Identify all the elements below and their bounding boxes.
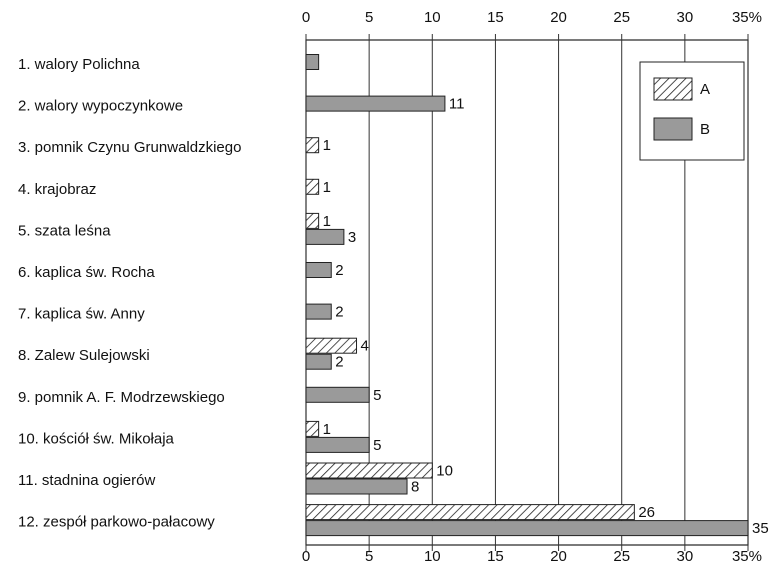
bar [305, 303, 332, 320]
category-label: 1. walory Polichna [18, 56, 140, 73]
category-label: 8. Zalew Sulejowski [18, 347, 150, 364]
x-tick-label: 10 [424, 548, 441, 565]
data-label: 5 [373, 437, 381, 454]
x-tick-label: 5 [365, 9, 373, 26]
x-tick-label: 10 [424, 9, 441, 26]
data-label: 5 [373, 387, 381, 404]
data-label: 3 [348, 229, 356, 246]
data-label: 1 [323, 137, 331, 154]
bar [305, 504, 635, 521]
category-label: 3. pomnik Czynu Grunwaldzkiego [18, 139, 241, 156]
bar [305, 520, 749, 537]
bar [305, 228, 345, 245]
bar [305, 353, 332, 370]
category-label: 7. kaplica św. Anny [18, 306, 145, 323]
data-label: 2 [335, 304, 343, 321]
legend-box [639, 61, 745, 161]
category-label: 5. szata leśna [18, 222, 111, 239]
bar [305, 436, 370, 453]
x-tick-label: 30 [677, 548, 694, 565]
x-tick-label: 0 [302, 9, 310, 26]
category-label: 12. zespół parkowo-pałacowy [18, 514, 215, 531]
category-label: 9. pomnik A. F. Modrzewskiego [18, 389, 225, 406]
bar [305, 54, 320, 70]
x-tick-label: 20 [550, 9, 567, 26]
legend-label: B [700, 121, 710, 138]
data-label: 10 [436, 462, 453, 479]
data-label: 35 [752, 520, 769, 537]
x-tick-label: 5 [365, 548, 373, 565]
x-tick-label: 20 [550, 548, 567, 565]
data-label: 4 [361, 338, 369, 355]
x-tick-label: 15 [487, 548, 504, 565]
bar [305, 337, 358, 354]
data-label: 1 [323, 179, 331, 196]
bar [305, 95, 446, 112]
x-tick-label: 15 [487, 9, 504, 26]
bar [305, 386, 370, 403]
category-label: 2. walory wypoczynkowe [18, 98, 183, 115]
bar [305, 137, 320, 154]
category-label: 11. stadnina ogierów [18, 472, 155, 489]
x-tick-label: 25 [613, 548, 630, 565]
data-label: 8 [411, 478, 419, 495]
legend-label: A [700, 81, 710, 98]
data-label: 2 [335, 262, 343, 279]
data-label: 2 [335, 354, 343, 371]
x-tick-label: 35% [732, 548, 762, 565]
x-tick-label: 30 [677, 9, 694, 26]
category-label: 10. kościół św. Mikołaja [18, 430, 175, 447]
data-label: 11 [449, 96, 465, 113]
category-label: 4. krajobraz [18, 181, 96, 198]
legend-swatch [653, 117, 693, 141]
bar [305, 212, 320, 229]
legend-swatch [653, 77, 693, 101]
data-label: 1 [323, 421, 331, 438]
x-tick-label: 25 [613, 9, 630, 26]
bar [305, 420, 320, 437]
data-label: 1 [323, 213, 331, 230]
bar [305, 178, 320, 195]
bar [305, 262, 332, 278]
bar [305, 478, 408, 495]
bar [305, 462, 433, 479]
data-label: 26 [638, 504, 655, 521]
x-tick-label: 35% [732, 9, 762, 26]
x-tick-label: 0 [302, 548, 310, 565]
category-label: 6. kaplica św. Rocha [18, 264, 155, 281]
